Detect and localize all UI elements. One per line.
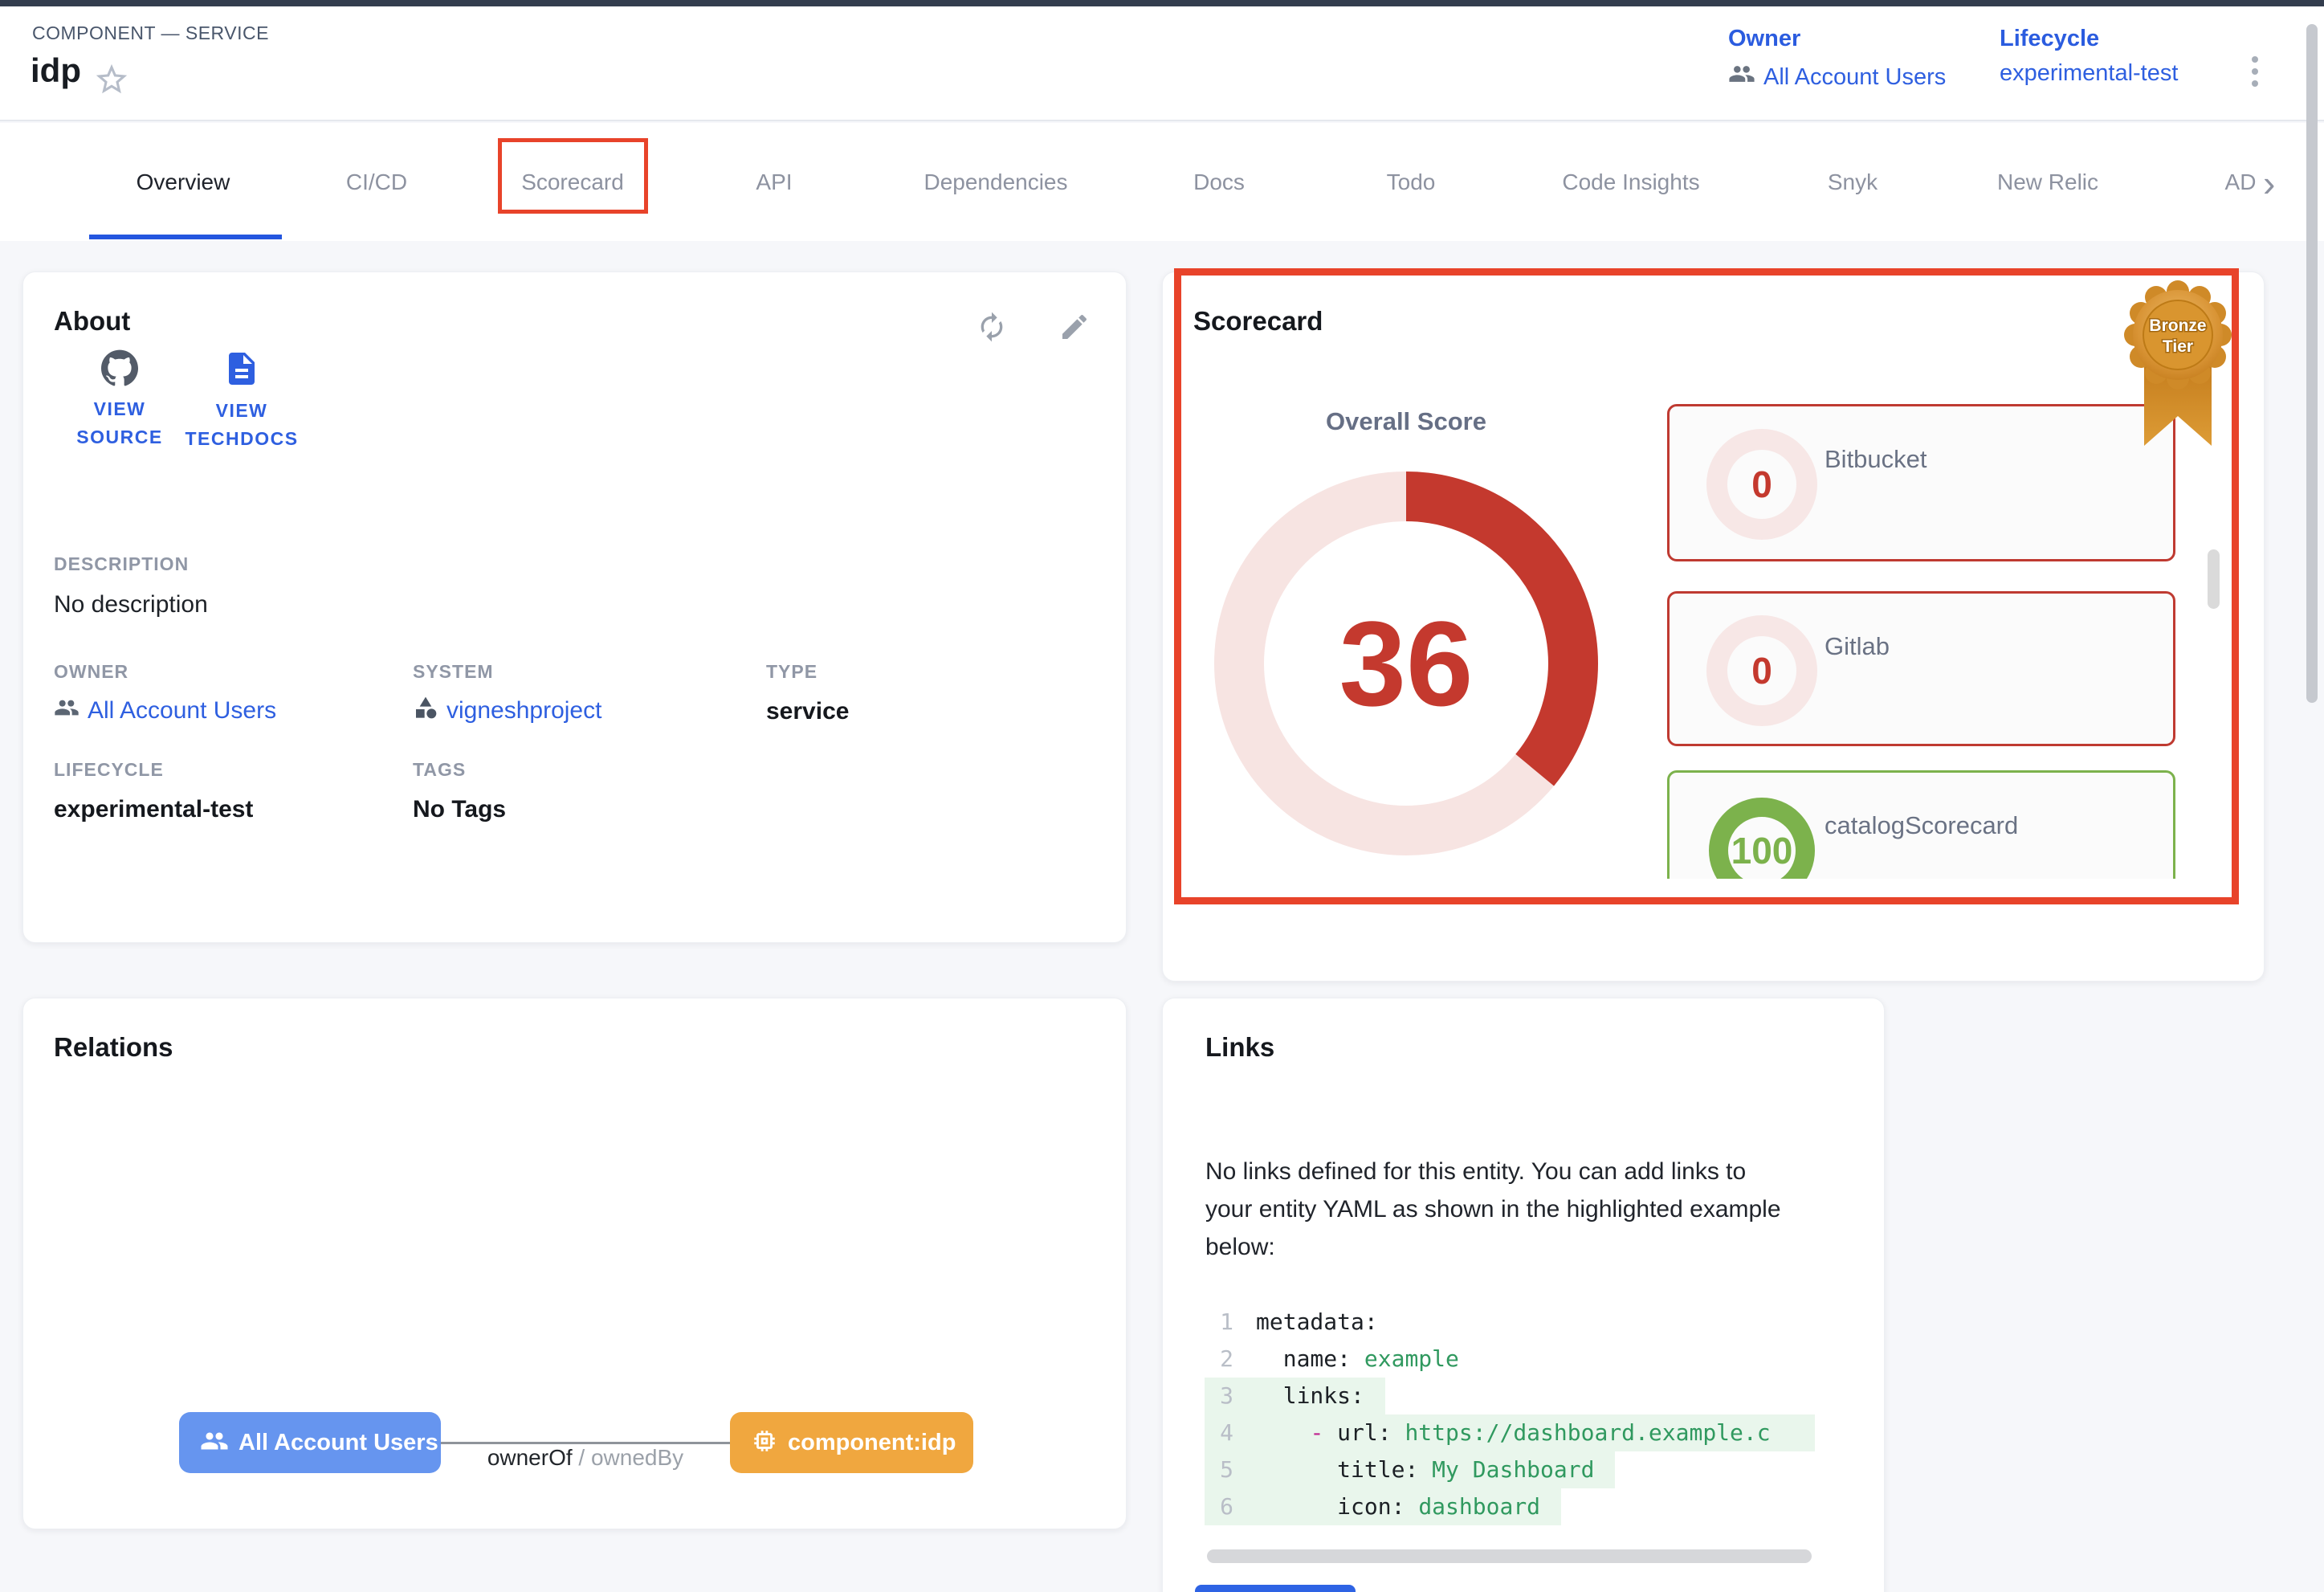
scorecard-item-name: catalogScorecard: [1825, 811, 2018, 840]
view-techdocs-link[interactable]: VIEWTECHDOCS: [173, 349, 311, 453]
about-card: About VIEWSOURCE VIEWTECHDOCS DESCRIPTIO…: [22, 271, 1127, 943]
relation-node-component[interactable]: component:idp: [730, 1412, 973, 1473]
tab-todo[interactable]: Todo: [1387, 169, 1436, 195]
score-ring: 0: [1702, 424, 1822, 545]
edit-icon[interactable]: [1058, 311, 1091, 343]
partially-visible-button[interactable]: [1195, 1585, 1356, 1592]
github-icon: [101, 349, 138, 390]
chip-icon: [751, 1427, 778, 1459]
relation-node-owner[interactable]: All Account Users: [179, 1412, 441, 1473]
scorecard-list-scrollbar[interactable]: [2208, 549, 2220, 609]
people-icon: [1728, 60, 1755, 94]
tab-new-relic[interactable]: New Relic: [1997, 169, 2098, 195]
links-title: Links: [1205, 1032, 1274, 1063]
links-card: Links No links defined for this entity. …: [1162, 998, 1885, 1592]
lifecycle-block: Lifecycle experimental-test: [2000, 26, 2178, 87]
document-icon: [222, 349, 261, 392]
tags-field-label: TAGS: [413, 759, 466, 781]
lifecycle-value: experimental-test: [2000, 60, 2178, 87]
tab-code-insights[interactable]: Code Insights: [1562, 169, 1699, 195]
owner-label: Owner: [1728, 26, 1946, 52]
lifecycle-label: Lifecycle: [2000, 26, 2178, 52]
owner-link[interactable]: All Account Users: [1728, 60, 1946, 94]
code-line: 1metadata:: [1205, 1304, 1378, 1341]
breadcrumb: COMPONENT — SERVICE: [32, 22, 269, 44]
page-header: COMPONENT — SERVICE idp Owner All Accoun…: [0, 6, 2324, 121]
owner-value: All Account Users: [1763, 64, 1946, 91]
entity-overview-page: COMPONENT — SERVICE idp Owner All Accoun…: [0, 0, 2324, 1592]
tabs-scroll-right-icon[interactable]: ›: [2263, 165, 2275, 202]
scorecard-item-bitbucket[interactable]: 0 Bitbucket: [1667, 404, 2175, 561]
system-icon: [413, 695, 438, 727]
code-horizontal-scrollbar[interactable]: [1207, 1549, 1812, 1563]
about-title: About: [54, 306, 130, 337]
code-line-highlighted: 3 links:: [1205, 1378, 1385, 1414]
scorecard-item-gitlab[interactable]: 0 Gitlab: [1667, 591, 2175, 746]
type-field-label: TYPE: [766, 661, 817, 683]
description-label: DESCRIPTION: [54, 553, 189, 575]
favorite-star-icon[interactable]: [93, 61, 130, 102]
scorecard-card: Scorecard Overall Score 36 0 Bitbucket: [1162, 271, 2265, 982]
tab-overview[interactable]: Overview: [137, 169, 230, 195]
svg-text:Tier: Tier: [2163, 337, 2193, 356]
tab-ad-truncated[interactable]: AD: [2225, 169, 2257, 195]
lifecycle-field-value: experimental-test: [54, 796, 253, 823]
view-source-link[interactable]: VIEWSOURCE: [55, 349, 184, 451]
tab-api[interactable]: API: [756, 169, 792, 195]
top-bar: [0, 0, 2324, 6]
relations-title: Relations: [54, 1032, 173, 1063]
owner-field-link[interactable]: All Account Users: [54, 695, 276, 727]
lifecycle-field-label: LIFECYCLE: [54, 759, 164, 781]
people-icon: [54, 695, 80, 727]
owner-field-label: OWNER: [54, 661, 128, 683]
page-scrollbar[interactable]: [2306, 24, 2318, 703]
owner-block: Owner All Account Users: [1728, 26, 1946, 94]
more-options-icon[interactable]: [2247, 51, 2263, 92]
system-field-link[interactable]: vigneshproject: [413, 695, 601, 727]
code-line-highlighted: 4 - url: https://dashboard.example.c: [1205, 1414, 1815, 1451]
description-value: No description: [54, 591, 208, 618]
tab-snyk[interactable]: Snyk: [1828, 169, 1878, 195]
refresh-icon[interactable]: [976, 311, 1008, 343]
type-field-value: service: [766, 698, 849, 725]
page-title: idp: [31, 51, 81, 90]
relation-edge-label: ownerOf / ownedBy: [441, 1445, 730, 1471]
code-line-highlighted: 6 icon: dashboard: [1205, 1488, 1561, 1525]
tab-strip: Overview CI/CD Scorecard API Dependencie…: [0, 123, 2257, 241]
tab-scorecard[interactable]: Scorecard: [521, 169, 624, 195]
scorecard-title: Scorecard: [1193, 306, 1323, 337]
tags-field-value: No Tags: [413, 796, 506, 823]
tab-cicd[interactable]: CI/CD: [346, 169, 407, 195]
relations-card: Relations All Account Users component:id…: [22, 998, 1127, 1529]
system-field-label: SYSTEM: [413, 661, 494, 683]
code-line-highlighted: 5 title: My Dashboard: [1205, 1451, 1615, 1488]
scorecard-item-name: Bitbucket: [1825, 445, 1927, 474]
relation-edge: [441, 1442, 730, 1444]
people-icon: [200, 1427, 229, 1459]
score-ring: 100: [1703, 792, 1820, 879]
tab-bar: Overview CI/CD Scorecard API Dependencie…: [0, 123, 2324, 241]
score-ring: 0: [1702, 610, 1822, 731]
bronze-tier-badge: Bronze Tier: [2118, 275, 2237, 459]
scorecard-item-name: Gitlab: [1825, 632, 1890, 661]
scorecard-item-list: 0 Bitbucket 0 Gitlab 100 catalogScorecar…: [1183, 378, 2233, 879]
scorecard-item-catalogscorecard[interactable]: 100 catalogScorecard: [1667, 770, 2175, 879]
svg-text:Bronze: Bronze: [2149, 316, 2206, 335]
active-tab-indicator: [89, 235, 282, 239]
yaml-code-example: 1metadata: 2 name: example 3 links: 4 - …: [1205, 1304, 1815, 1533]
tab-docs[interactable]: Docs: [1193, 169, 1245, 195]
links-empty-message: No links defined for this entity. You ca…: [1205, 1153, 1856, 1266]
code-line: 2 name: example: [1205, 1341, 1459, 1378]
tab-dependencies[interactable]: Dependencies: [923, 169, 1067, 195]
